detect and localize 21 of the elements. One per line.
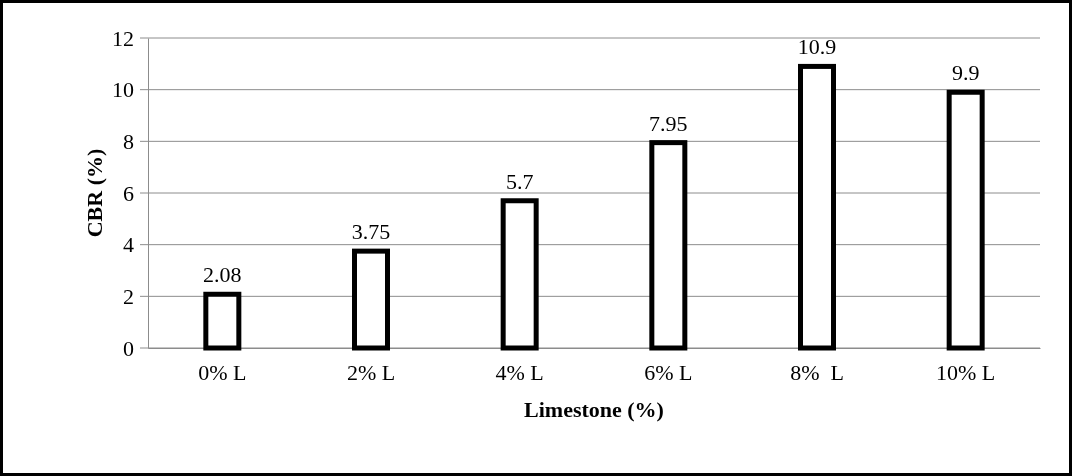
y-tick-label: 12 [112, 25, 134, 51]
x-tick-label: 6% L [644, 359, 693, 385]
x-tick-label: 8% L [790, 359, 844, 385]
x-tick-label: 2% L [346, 359, 396, 385]
data-label: 2.08 [203, 262, 242, 288]
data-label: 9.9 [951, 60, 980, 86]
y-tick-label: 4 [123, 232, 134, 258]
y-tick-label: 0 [123, 335, 134, 361]
data-label: 7.95 [649, 110, 688, 136]
y-tick-label: 10 [112, 77, 134, 103]
x-tick-label: 4% L [495, 359, 544, 385]
y-tick-label: 8 [123, 128, 134, 154]
data-label: 5.7 [505, 168, 534, 194]
x-tick-label: 0% L [198, 359, 247, 385]
data-label: 10.9 [797, 34, 837, 60]
y-tick-label: 2 [123, 283, 134, 309]
y-axis-title: CBR (%) [82, 148, 107, 238]
x-axis-title: Limestone (%) [524, 397, 664, 422]
y-tick-label: 6 [123, 180, 134, 206]
data-label: 3.75 [351, 219, 391, 245]
x-tick-label: 10% L [936, 359, 996, 385]
